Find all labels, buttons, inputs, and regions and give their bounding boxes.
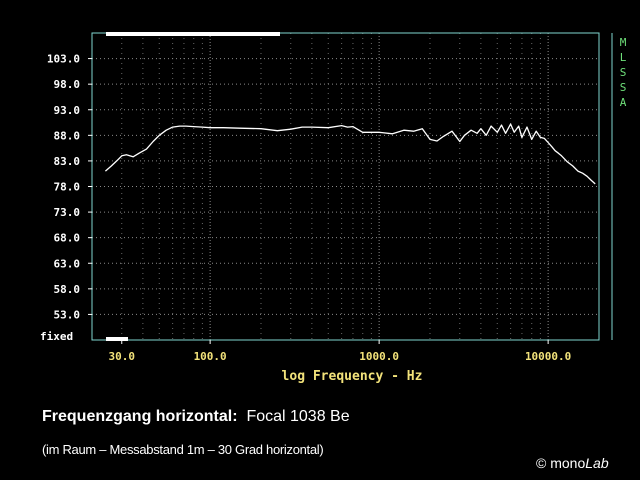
y-tick-label: 73.0 bbox=[54, 206, 81, 219]
mlssa-letter: S bbox=[620, 66, 627, 79]
copyright-mark: © monoLab bbox=[536, 455, 609, 471]
mlssa-letter: A bbox=[620, 96, 627, 109]
y-tick-label: 53.0 bbox=[54, 308, 81, 321]
x-tick-label: 10000.0 bbox=[525, 350, 571, 363]
frequency-response-chart: 103.0 98.0 93.0 88.0 83.0 78.0 73.0 68.0 63.0 58.… bbox=[40, 32, 627, 384]
y-tick-label: 68.0 bbox=[54, 232, 81, 245]
top-marker-bar bbox=[106, 32, 280, 36]
brand-plain: mono bbox=[550, 455, 586, 471]
y-tick-label: 78.0 bbox=[54, 181, 81, 194]
x-tick-label: 1000.0 bbox=[359, 350, 399, 363]
y-tick-label: 103.0 bbox=[47, 53, 80, 66]
x-tick-label: 30.0 bbox=[109, 350, 136, 363]
x-axis-ticks: 30.0 100.0 1000.0 10000.0 bbox=[109, 340, 571, 363]
series-layer bbox=[104, 123, 596, 185]
y-tick-label: 83.0 bbox=[54, 155, 81, 168]
copyright-symbol: © bbox=[536, 455, 547, 471]
y-tick-label: 98.0 bbox=[54, 78, 81, 91]
mlssa-letter: L bbox=[620, 51, 627, 64]
y-axis-ticks: 103.0 98.0 93.0 88.0 83.0 78.0 73.0 68.0 63.0 58.… bbox=[47, 53, 92, 321]
brand-italic: Lab bbox=[585, 455, 609, 471]
mlssa-letter: M bbox=[620, 36, 627, 49]
y-tick-label: 58.0 bbox=[54, 283, 81, 296]
caption-subtitle: (im Raum – Messabstand 1m – 30 Grad hori… bbox=[42, 442, 324, 457]
y-tick-label: 93.0 bbox=[54, 104, 81, 117]
caption-title: Frequenzgang horizontal: Focal 1038 Be bbox=[42, 408, 350, 426]
fixed-label: fixed bbox=[40, 330, 73, 343]
series-line bbox=[104, 123, 596, 185]
y-tick-label: 88.0 bbox=[54, 129, 81, 142]
caption-title-model: Focal 1038 Be bbox=[246, 408, 350, 425]
x-tick-label: 100.0 bbox=[194, 350, 227, 363]
x-axis-label: log Frequency - Hz bbox=[282, 369, 423, 384]
y-tick-label: 63.0 bbox=[54, 257, 81, 270]
mlssa-letter: S bbox=[620, 81, 627, 94]
caption-title-bold: Frequenzgang horizontal: bbox=[42, 408, 238, 425]
chart-grid bbox=[92, 33, 599, 340]
bottom-marker-bar bbox=[106, 337, 128, 341]
